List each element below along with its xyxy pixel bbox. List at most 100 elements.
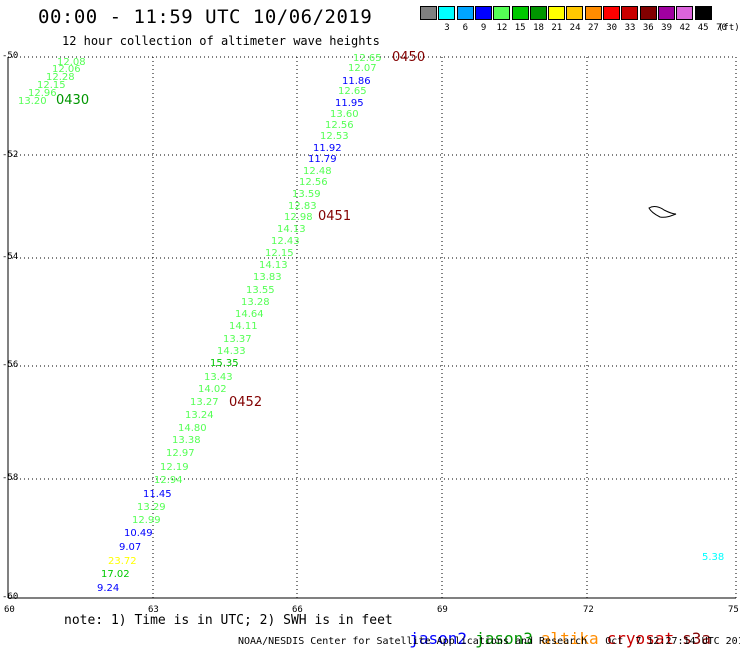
lon-tick-label: 66 <box>292 605 303 615</box>
wave-height-label: 13.29 <box>137 502 166 513</box>
wave-height-label: 13.38 <box>172 435 201 446</box>
wave-height-label: 13.24 <box>185 410 214 421</box>
pass-time-label: 0451 <box>318 209 351 224</box>
wave-height-label: 12.43 <box>271 236 300 247</box>
lat-tick-label: -58 <box>2 473 19 483</box>
graticule <box>7 56 737 599</box>
wave-height-label: 11.86 <box>342 76 371 87</box>
lon-tick-label: 72 <box>583 605 594 615</box>
map-title: 00:00 - 11:59 UTC 10/06/2019 <box>38 6 373 28</box>
legend-swatch <box>474 6 492 20</box>
wave-height-label: 14.02 <box>198 384 227 395</box>
legend-swatch <box>639 6 657 20</box>
legend-swatch <box>548 6 566 20</box>
wave-height-label: 14.80 <box>178 423 207 434</box>
credit-line: NOAA/NESDIS Center for Satellite Applica… <box>238 636 740 647</box>
legend-swatch <box>603 6 620 20</box>
wave-height-label: 13.59 <box>292 189 321 200</box>
legend-swatch <box>529 6 547 20</box>
island-outline <box>648 206 677 218</box>
wave-height-label: 13.43 <box>204 372 233 383</box>
footnote: note: 1) Time is in UTC; 2) SWH is in fe… <box>64 613 393 628</box>
wave-height-label: 13.60 <box>330 109 359 120</box>
legend-swatch <box>584 6 602 20</box>
legend-swatch <box>566 6 584 20</box>
wave-height-label: 14.33 <box>217 346 246 357</box>
lon-tick-label: 75 <box>728 605 739 615</box>
lat-tick-label: -60 <box>2 592 19 602</box>
wave-height-label: 14.13 <box>259 260 288 271</box>
wave-height-label: 14.64 <box>235 309 264 320</box>
wave-height-label: 11.79 <box>308 154 337 165</box>
legend-label: 30 <box>606 23 618 33</box>
pass-time-label: 0450 <box>392 50 425 65</box>
wave-height-label: 9.07 <box>119 542 141 553</box>
legend-label: 33 <box>624 23 636 33</box>
legend-unit: (ft) <box>718 23 740 33</box>
satellite-name: jason3 <box>475 629 533 648</box>
legend-swatch <box>694 6 712 20</box>
wave-height-label: 12.99 <box>132 515 161 526</box>
wave-height-label: 12.98 <box>284 212 313 223</box>
legend-label: 18 <box>533 23 544 33</box>
wave-height-label: 12.48 <box>303 166 332 177</box>
legend-swatch <box>621 6 639 20</box>
wave-height-label: 12.06 <box>52 64 81 75</box>
legend-label: 42 <box>679 23 691 33</box>
wave-height-label: 14.11 <box>229 321 258 332</box>
legend-label: 27 <box>587 23 599 33</box>
wave-height-label: 13.37 <box>223 334 252 345</box>
wave-height-label: 12.56 <box>325 120 354 131</box>
wave-height-label: 12.83 <box>288 201 317 212</box>
legend-label: 70 <box>716 23 727 33</box>
pass-time-label: 0452 <box>229 395 262 410</box>
legend-label: 9 <box>480 23 487 33</box>
satellite-name: cryosat <box>606 629 675 648</box>
satellite-key: jason2 jason3 altika cryosat s3a <box>390 610 719 648</box>
lat-tick-label: -54 <box>2 252 19 262</box>
legend-swatch <box>657 6 675 20</box>
wave-height-label: 9.24 <box>97 583 119 594</box>
lon-tick-label: 60 <box>4 605 15 615</box>
lon-tick-label: 69 <box>437 605 448 615</box>
legend-swatch <box>511 6 529 20</box>
legend-swatch <box>676 6 694 20</box>
wave-height-label: 5.38 <box>702 552 724 563</box>
legend-swatch <box>456 6 474 20</box>
satellite-name: jason2 <box>409 629 468 648</box>
legend-swatch <box>438 6 456 20</box>
wave-height-label: 12.08 <box>57 57 86 68</box>
lat-tick-label: -50 <box>2 51 19 61</box>
wave-height-label: 12.56 <box>299 177 328 188</box>
lat-tick-label: -56 <box>2 360 19 370</box>
wave-height-label: 17.02 <box>101 569 130 580</box>
legend-label: 12 <box>496 23 508 33</box>
wave-height-label: 12.96 <box>28 88 57 99</box>
wave-height-label: 11.45 <box>143 489 172 500</box>
wave-height-label: 10.49 <box>124 528 153 539</box>
wave-height-label: 13.55 <box>246 285 275 296</box>
wave-height-label: 23.72 <box>108 556 137 567</box>
wave-height-label: 13.28 <box>241 297 270 308</box>
legend-label: 24 <box>569 23 581 33</box>
legend-swatch <box>493 6 511 20</box>
wave-height-label: 11.95 <box>335 98 364 109</box>
map-subtitle: 12 hour collection of altimeter wave hei… <box>62 34 380 48</box>
pass-time-label: 0430 <box>56 93 89 108</box>
wave-height-label: 12.94 <box>154 475 183 486</box>
legend-label: 45 <box>697 23 709 33</box>
wave-height-label: 13.27 <box>190 397 219 408</box>
wave-height-label: 12.97 <box>166 448 195 459</box>
legend-swatch <box>420 6 437 20</box>
legend-label: 21 <box>551 23 563 33</box>
legend-label: 6 <box>462 23 468 33</box>
lon-tick-label: 63 <box>148 605 159 615</box>
wave-height-label: 12.15 <box>265 248 294 259</box>
wave-height-label: 12.65 <box>338 86 367 97</box>
wave-height-label: 12.53 <box>320 131 349 142</box>
lat-tick-label: -52 <box>2 150 19 160</box>
legend-label: 36 <box>642 23 654 33</box>
legend-label: 3 <box>444 23 450 33</box>
satellite-name: altika <box>540 629 599 648</box>
